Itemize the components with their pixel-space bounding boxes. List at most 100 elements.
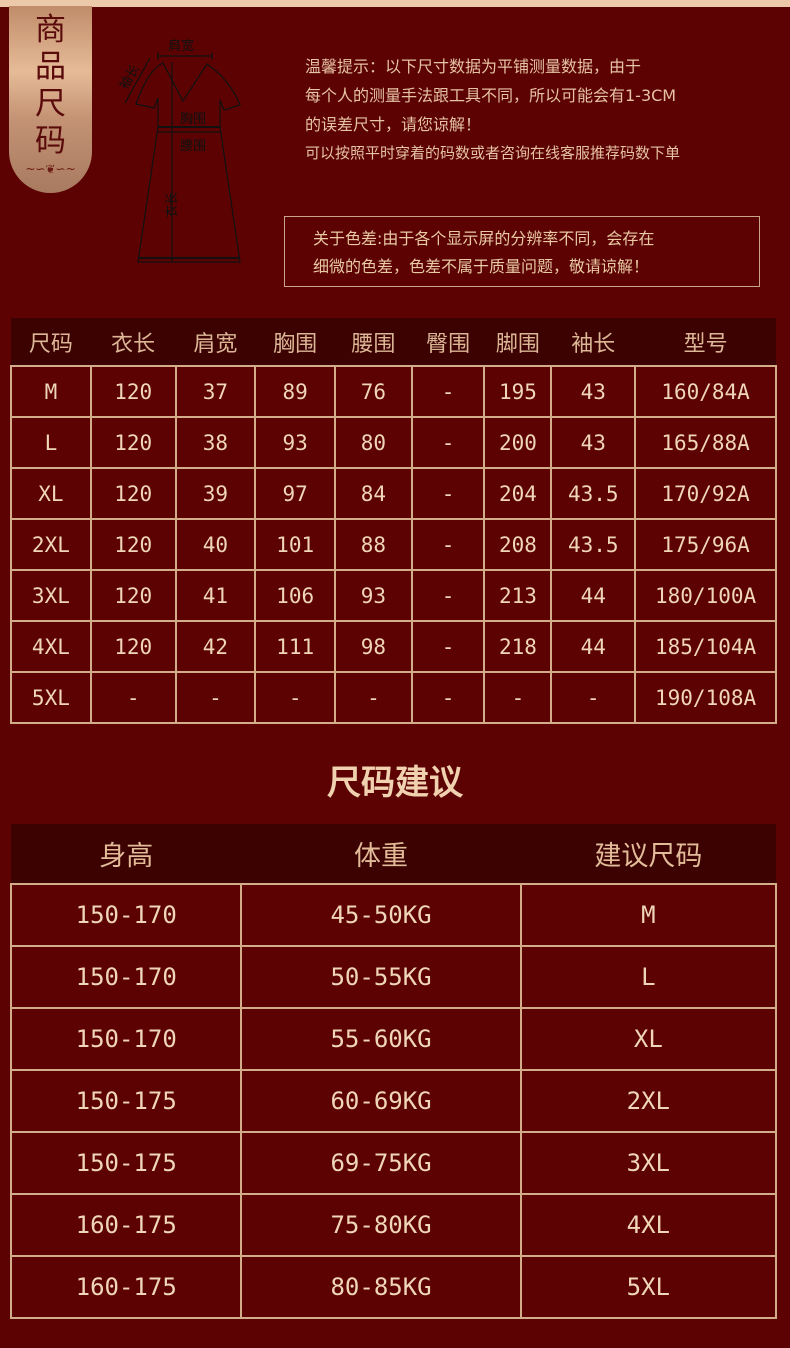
table-cell: - — [254, 671, 337, 724]
banner-char: 尺 — [35, 86, 66, 122]
banner-char: 商 — [35, 12, 66, 48]
table-cell: 75-80KG — [240, 1193, 522, 1257]
table-cell: 43 — [550, 416, 637, 469]
tip-line: 每个人的测量手法跟工具不同，所以可能会有1-3CM — [305, 86, 677, 105]
table-cell: 2XL — [10, 518, 92, 571]
table-cell: 55-60KG — [240, 1007, 522, 1071]
table-cell: 150-175 — [9, 1069, 243, 1133]
tip-line: 可以按照平时穿着的码数或者咨询在线客服推荐码数下单 — [305, 144, 681, 162]
table-cell: 4XL — [519, 1193, 778, 1257]
table-cell: 38 — [174, 416, 257, 469]
table-row: 150-175 60-69KG 2XL — [9, 1069, 778, 1133]
banner-char: 码 — [35, 123, 66, 159]
table-row: 5XL - - - - - - -190/108A — [10, 671, 777, 724]
column-header: 袖长 — [551, 318, 636, 366]
ornament-icon: ~∽❦∽~ — [25, 162, 76, 176]
table-cell: 69-75KG — [240, 1131, 522, 1195]
table-row: 150-170 55-60KG XL — [9, 1007, 778, 1071]
table-row: 160-175 80-85KG 5XL — [9, 1255, 778, 1319]
table-cell: 150-170 — [9, 1007, 243, 1071]
column-header: 体重 — [241, 824, 521, 884]
table-cell: 44 — [550, 569, 637, 622]
table-cell: 37 — [174, 365, 257, 418]
table-cell: 218 — [483, 620, 553, 673]
note-line: 细微的色差，色差不属于质量问题，敬请谅解！ — [313, 257, 650, 276]
table-cell: 106 — [254, 569, 337, 622]
table-cell: 190/108A — [634, 671, 777, 724]
table-cell: - — [410, 518, 486, 571]
table-row: 4XL 120 42 111 98-218 44 185/104A — [10, 620, 777, 673]
table-row: M 120 37 89 76-195 43 160/84A — [10, 365, 777, 418]
table-cell: 195 — [483, 365, 553, 418]
column-header: 脚围 — [484, 318, 552, 366]
waist-label: 腰围 — [180, 139, 206, 154]
tip-line: 的误差尺寸，请您谅解！ — [305, 115, 482, 134]
table-cell: - — [334, 671, 413, 724]
table-cell: - — [410, 569, 486, 622]
table-cell: 204 — [483, 467, 553, 520]
table-cell: 165/88A — [634, 416, 777, 469]
table-cell: M — [10, 365, 92, 418]
table-cell: 180/100A — [634, 569, 777, 622]
top-band — [0, 0, 790, 7]
table-cell: XL — [519, 1007, 778, 1071]
table-cell: 4XL — [10, 620, 92, 673]
table-cell: 120 — [89, 620, 177, 673]
tip-line: 温馨提示：以下尺寸数据为平铺测量数据，由于 — [305, 57, 642, 76]
table-cell: M — [519, 883, 778, 947]
column-header: 臀围 — [411, 318, 485, 366]
column-header: 型号 — [635, 318, 776, 366]
table-cell: 3XL — [519, 1131, 778, 1195]
table-cell: 40 — [174, 518, 257, 571]
table-cell: 93 — [254, 416, 337, 469]
table-cell: 208 — [483, 518, 553, 571]
table-cell: - — [410, 467, 486, 520]
table-cell: 43 — [550, 365, 637, 418]
table-cell: 84 — [334, 467, 413, 520]
table-cell: 88 — [334, 518, 413, 571]
column-header: 建议尺码 — [520, 824, 776, 884]
table-cell: 111 — [254, 620, 337, 673]
table-cell: 160-175 — [9, 1193, 243, 1257]
banner-char: 品 — [35, 49, 66, 85]
table-cell: 2XL — [519, 1069, 778, 1133]
table-cell: 41 — [174, 569, 257, 622]
table-cell: - — [410, 416, 486, 469]
table-row: XL 120 39 97 84-204 43.5 170/92A — [10, 467, 777, 520]
column-header: 衣长 — [90, 318, 176, 366]
table-cell: 45-50KG — [240, 883, 522, 947]
size-suggestion-title: 尺码建议 — [327, 763, 463, 803]
chest-label: 胸围 — [180, 112, 206, 127]
table-cell: 170/92A — [634, 467, 777, 520]
product-size-banner: 商 品 尺 码 ~∽❦∽~ — [9, 6, 92, 193]
table-cell: 160/84A — [634, 365, 777, 418]
table-cell: - — [410, 671, 486, 724]
table-cell: 80-85KG — [240, 1255, 522, 1319]
table-cell: 89 — [254, 365, 337, 418]
table-cell: 150-175 — [9, 1131, 243, 1195]
table-row: 150-175 69-75KG 3XL — [9, 1131, 778, 1195]
table-cell: 150-170 — [9, 883, 243, 947]
table-cell: 43.5 — [550, 467, 637, 520]
dress-diagram: 肩宽 袖长 胸围 腰围 衣长 — [117, 38, 241, 263]
length-label: 衣长 — [164, 192, 180, 218]
table-cell: 43.5 — [550, 518, 637, 571]
table-cell: - — [410, 620, 486, 673]
table-cell: 44 — [550, 620, 637, 673]
table-cell: 5XL — [519, 1255, 778, 1319]
table-cell: 150-170 — [9, 945, 243, 1009]
table-row: 3XL 120 41 106 93-213 44 180/100A — [10, 569, 777, 622]
table-cell: 120 — [89, 518, 177, 571]
table-row: 160-175 75-80KG 4XL — [9, 1193, 778, 1257]
table-cell: 93 — [334, 569, 413, 622]
table-cell: L — [10, 416, 92, 469]
table-cell: 5XL — [10, 671, 92, 724]
table-cell: 42 — [174, 620, 257, 673]
table-cell: 175/96A — [634, 518, 777, 571]
table-cell: 80 — [334, 416, 413, 469]
table-cell: - — [89, 671, 177, 724]
table-cell: 120 — [89, 416, 177, 469]
measurement-tips: 温馨提示：以下尺寸数据为平铺测量数据，由于 每个人的测量手法跟工具不同，所以可能… — [305, 52, 680, 168]
table-cell: 120 — [89, 467, 177, 520]
table-cell: 120 — [89, 365, 177, 418]
